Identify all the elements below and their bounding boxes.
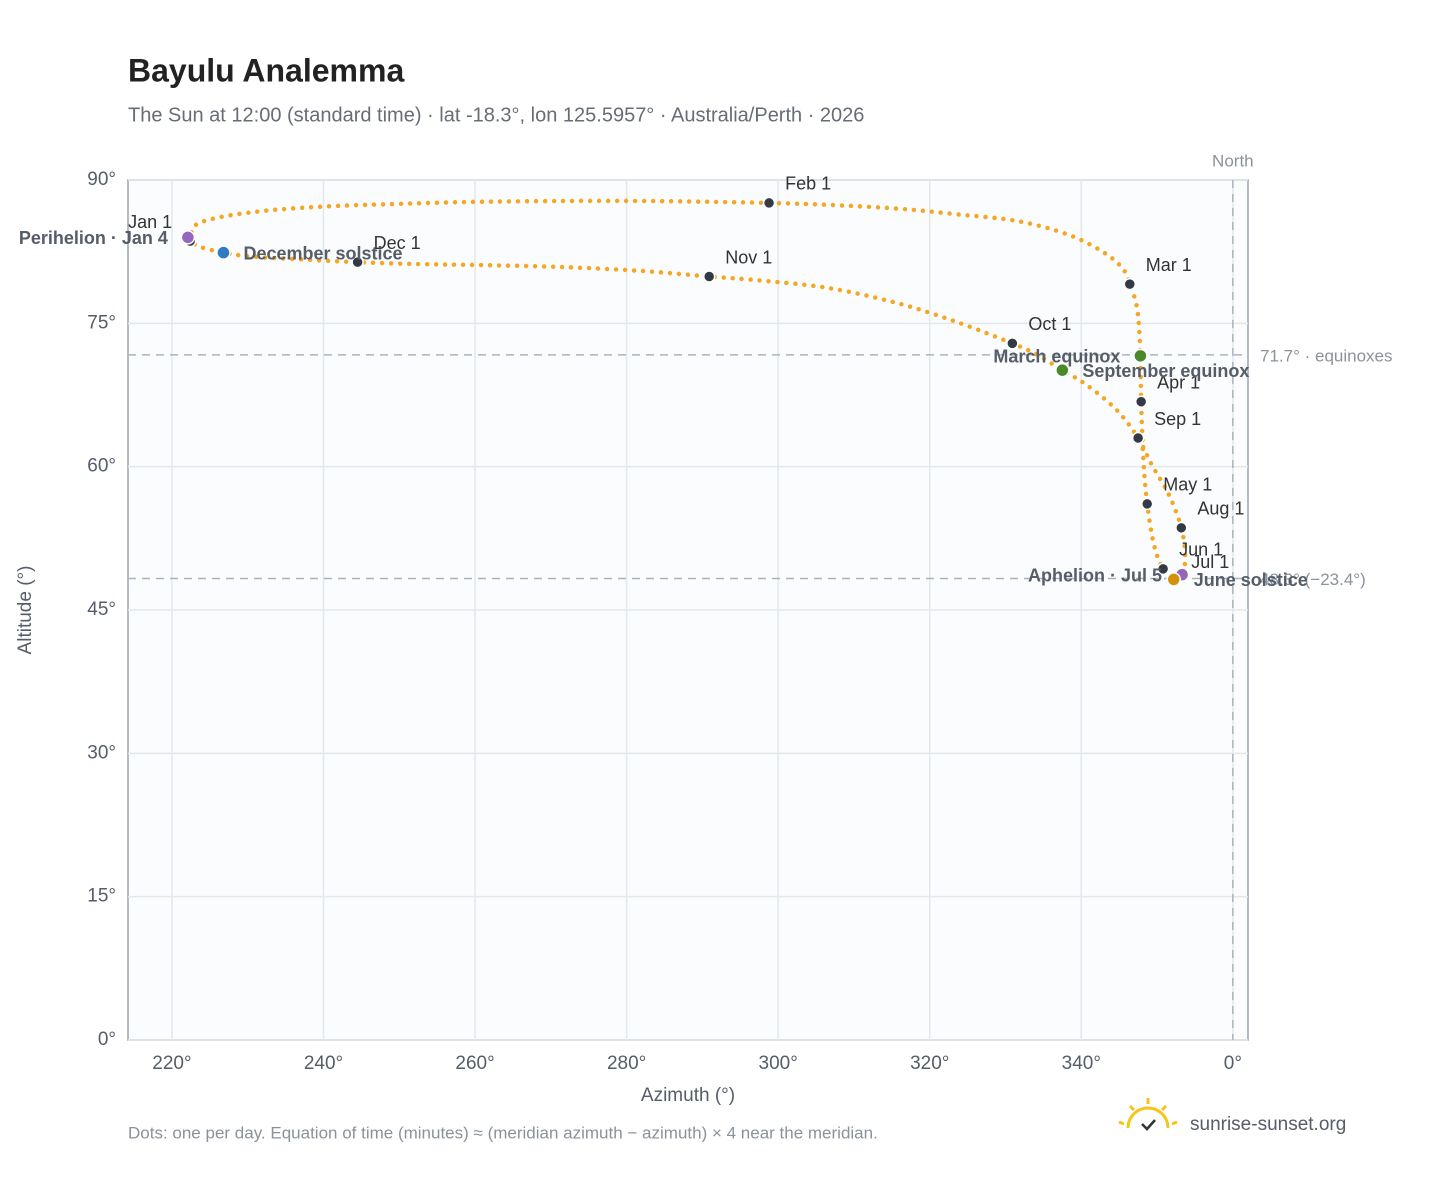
month-label: May 1 [1163,475,1212,495]
y-tick-label: 45° [87,599,116,620]
brand-name: sunrise-sunset.org [1190,1114,1346,1135]
chart-subtitle: The Sun at 12:00 (standard time) · lat -… [128,104,864,126]
month-marker [1156,562,1170,576]
footnote: Dots: one per day. Equation of time (min… [128,1123,878,1142]
month-label: Sep 1 [1154,409,1201,429]
month-marker [1123,277,1137,291]
x-tick-label: 240° [304,1053,343,1074]
event-label: June solstice [1194,570,1308,590]
month-label: Nov 1 [725,247,772,267]
month-label: Dec 1 [374,233,421,253]
month-label: Jan 1 [128,212,172,232]
month-marker [1006,337,1019,350]
month-label: Aug 1 [1197,499,1244,519]
month-marker [702,270,716,283]
event-marker [216,245,231,260]
month-label: Jul 1 [1191,552,1229,572]
month-label: Jun 1 [1179,540,1223,560]
y-axis-title: Altitude (°) [15,566,36,655]
event-label: Aphelion · Jul 5 [1028,565,1162,585]
month-label: Apr 1 [1157,372,1200,392]
month-marker [762,196,776,210]
x-tick-label: 340° [1062,1053,1101,1074]
x-axis-title: Azimuth (°) [641,1085,735,1106]
x-tick-label: 260° [455,1053,494,1074]
event-label: Perihelion · Jan 4 [19,228,168,248]
brand-logo [1118,1098,1178,1131]
analemma-path [187,198,1188,584]
event-label: March equinox [993,347,1120,367]
month-label: Feb 1 [785,174,831,194]
reference-label: North [1212,151,1254,170]
event-label: September equinox [1082,361,1249,381]
event-marker [1055,362,1070,378]
month-marker [1134,395,1148,408]
event-marker [1166,572,1181,587]
event-marker [180,230,196,245]
month-marker [351,255,364,269]
y-tick-label: 30° [87,742,116,763]
month-marker [1175,521,1188,535]
event-label: December solstice [243,243,402,263]
y-tick-label: 90° [87,169,116,190]
month-label: Oct 1 [1028,314,1071,334]
reference-label: 48.3° (−23.4°) [1260,570,1366,589]
month-marker [1140,497,1154,511]
y-tick-label: 0° [98,1029,116,1050]
x-tick-label: 320° [910,1053,949,1074]
x-tick-label: 220° [152,1053,191,1074]
x-tick-label: 280° [607,1053,646,1074]
y-tick-label: 75° [87,312,116,333]
x-tick-label: 0° [1224,1053,1242,1074]
reference-label: 71.7° · equinoxes [1260,346,1393,365]
chart-title: Bayulu Analemma [128,52,404,88]
x-tick-label: 300° [759,1053,798,1074]
month-marker [1131,431,1145,445]
month-label: Mar 1 [1146,255,1192,275]
event-marker [1133,348,1148,364]
y-tick-label: 60° [87,456,116,477]
y-tick-label: 15° [87,886,116,907]
